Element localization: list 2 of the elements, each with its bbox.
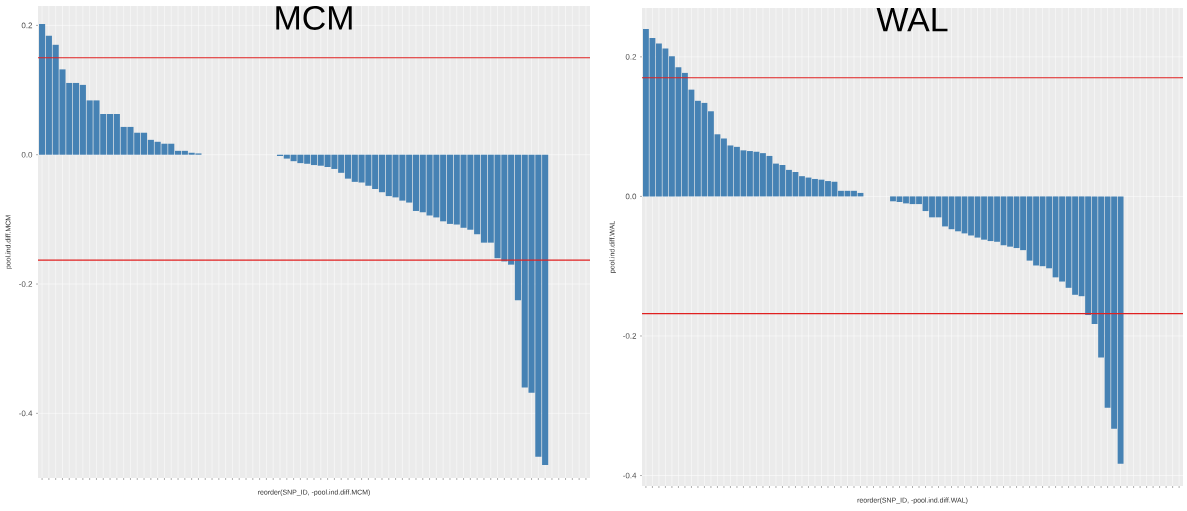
chart-title: WAL [876, 7, 948, 32]
chart-title: MCM [276, 5, 352, 30]
